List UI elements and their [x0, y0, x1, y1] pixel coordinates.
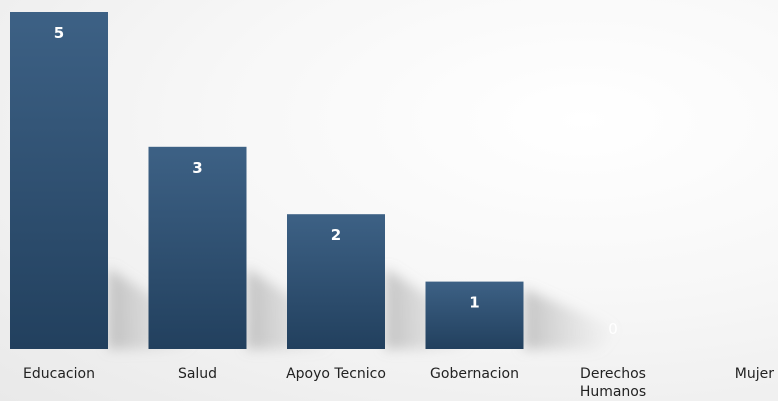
data-label: 5 — [54, 24, 64, 42]
bar — [10, 12, 108, 349]
category-label: Educacion — [23, 366, 95, 382]
data-label: 3 — [192, 159, 202, 177]
data-label: 2 — [331, 226, 341, 244]
category-label: Salud — [178, 366, 217, 382]
category-label: Gobernacion — [430, 366, 519, 382]
data-label: 0 — [608, 320, 618, 338]
bar — [287, 214, 385, 349]
data-label: 1 — [469, 294, 479, 312]
bar — [148, 146, 247, 349]
bar — [425, 281, 524, 349]
data-labels: 5 3 2 1 0 — [54, 24, 618, 338]
category-label: Apoyo Tecnico — [286, 366, 386, 382]
bar-shadow — [523, 288, 619, 349]
category-label: Derechos Humanos — [580, 366, 646, 400]
bars — [10, 12, 524, 349]
category-labels: Educacion Salud Apoyo Tecnico Gobernacion De… — [23, 366, 774, 400]
category-label: Mujer — [735, 366, 774, 382]
